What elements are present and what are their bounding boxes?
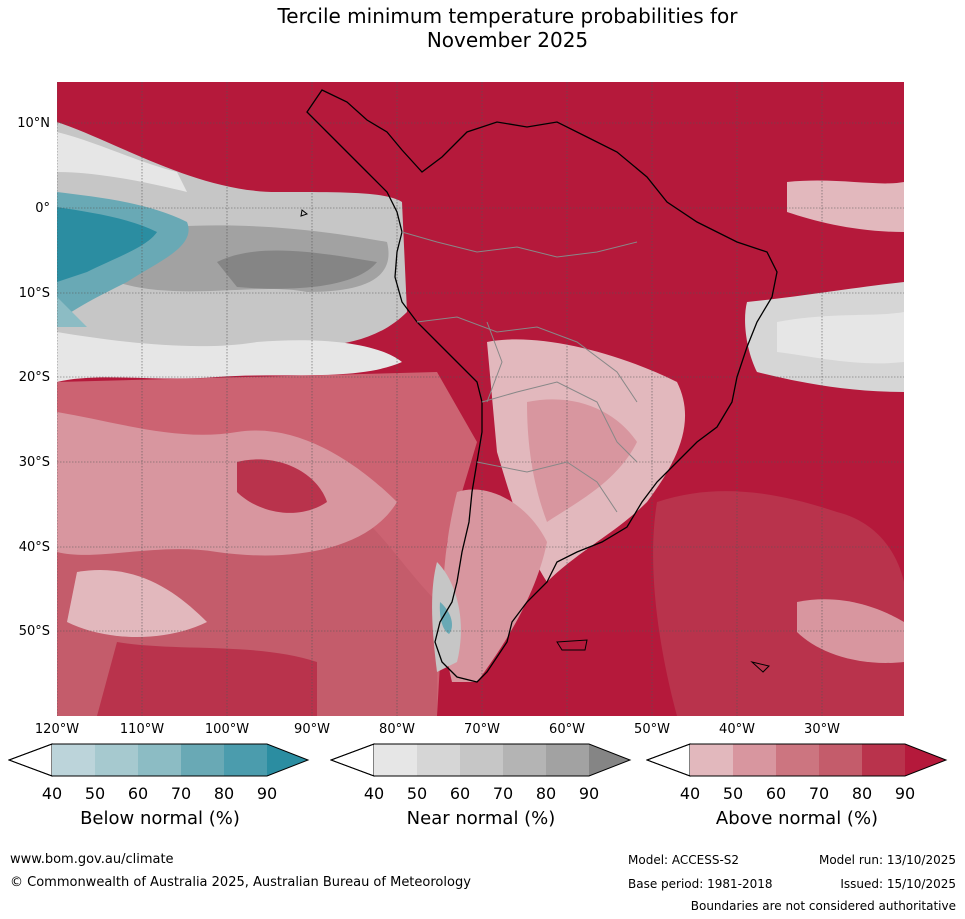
issued-date: Issued: 15/10/2025 [840, 877, 956, 891]
cbar-above-caption: Above normal (%) [715, 808, 879, 829]
cbar-above-bin-5 [862, 744, 905, 776]
cbar-below-bin-1 [52, 744, 95, 776]
lat-label-10s: 10°S [18, 286, 50, 301]
cbar-near-max-extend [589, 744, 630, 776]
cbar-above-tick-50: 50 [722, 784, 744, 803]
lat-label-20s: 20°S [18, 370, 50, 385]
cbar-above-bin-4 [819, 744, 862, 776]
lat-label-40s: 40°S [18, 540, 50, 555]
cbar-below-max-extend [267, 744, 308, 776]
cbar-below-caption: Below normal (%) [80, 808, 240, 829]
colorbar-below: 40 50 60 70 80 90 Below normal (%) [7, 740, 310, 829]
lon-label-100w: 100°W [204, 722, 250, 737]
colorbar-above: 40 50 60 70 80 90 Above normal (%) [645, 740, 948, 829]
cbar-near-tick-90: 90 [578, 784, 600, 803]
cbar-above-tick-70: 70 [808, 784, 830, 803]
cbar-below-tick-90: 90 [256, 784, 278, 803]
cbar-near-min-extend [329, 743, 375, 777]
lon-label-80w: 80°W [379, 722, 415, 737]
cbar-below-bin-5 [224, 744, 267, 776]
cbar-near-bin-5 [546, 744, 589, 776]
boundaries-disclaimer: Boundaries are not considered authoritat… [690, 899, 956, 913]
cbar-above-tick-60: 60 [765, 784, 787, 803]
cbar-near-caption: Near normal (%) [406, 808, 556, 829]
colorbar-above-swatches [645, 743, 948, 777]
map-field [57, 82, 904, 716]
cbar-near-tick-40: 40 [363, 784, 385, 803]
colorbar-near: 40 50 60 70 80 90 Near normal (%) [329, 740, 632, 829]
cbar-above-tick-40: 40 [679, 784, 701, 803]
model-run: Model run: 13/10/2025 [818, 853, 956, 867]
lat-label-30s: 30°S [18, 455, 50, 470]
colorbar-below-swatches [7, 743, 310, 777]
cbar-near-tick-80: 80 [535, 784, 557, 803]
cbar-near-bin-1 [374, 744, 417, 776]
cbar-above-max-extend [905, 744, 946, 776]
cbar-near-bin-3 [460, 744, 503, 776]
cbar-below-tick-50: 50 [84, 784, 106, 803]
model-name: Model: ACCESS-S2 [628, 853, 740, 867]
colorbar-near-swatches [329, 743, 632, 777]
lon-label-60w: 60°W [549, 722, 585, 737]
cbar-below-tick-60: 60 [127, 784, 149, 803]
lon-label-70w: 70°W [464, 722, 500, 737]
cbar-above-bin-3 [776, 744, 819, 776]
cbar-above-tick-90: 90 [894, 784, 916, 803]
title-line-2: November 2025 [426, 28, 589, 52]
lat-label-10n: 10°N [17, 116, 50, 131]
lon-label-110w: 110°W [119, 722, 165, 737]
cbar-near-tick-70: 70 [492, 784, 514, 803]
cbar-below-tick-80: 80 [213, 784, 235, 803]
base-period: Base period: 1981-2018 [628, 877, 773, 891]
cbar-below-bin-4 [181, 744, 224, 776]
copyright-text: © Commonwealth of Australia 2025, Austra… [10, 875, 471, 890]
lon-label-50w: 50°W [634, 722, 670, 737]
lon-label-40w: 40°W [719, 722, 755, 737]
cbar-above-min-extend [645, 743, 691, 777]
probability-map [57, 82, 904, 716]
cbar-near-bin-4 [503, 744, 546, 776]
website-link[interactable]: www.bom.gov.au/climate [10, 852, 174, 867]
map-title: Tercile minimum temperature probabilitie… [0, 4, 965, 52]
cbar-below-min-extend [7, 743, 53, 777]
cbar-below-bin-2 [95, 744, 138, 776]
cbar-near-bin-2 [417, 744, 460, 776]
cbar-near-tick-50: 50 [406, 784, 428, 803]
cbar-above-bin-1 [690, 744, 733, 776]
lat-label-0: 0° [35, 201, 50, 216]
lon-label-30w: 30°W [804, 722, 840, 737]
cbar-above-bin-2 [733, 744, 776, 776]
title-line-1: Tercile minimum temperature probabilitie… [277, 4, 738, 28]
cbar-near-tick-60: 60 [449, 784, 471, 803]
cbar-above-tick-80: 80 [851, 784, 873, 803]
lat-label-50s: 50°S [18, 624, 50, 639]
lon-label-90w: 90°W [294, 722, 330, 737]
cbar-below-tick-70: 70 [170, 784, 192, 803]
cbar-below-bin-3 [138, 744, 181, 776]
lon-label-120w: 120°W [34, 722, 80, 737]
cbar-below-tick-40: 40 [41, 784, 63, 803]
